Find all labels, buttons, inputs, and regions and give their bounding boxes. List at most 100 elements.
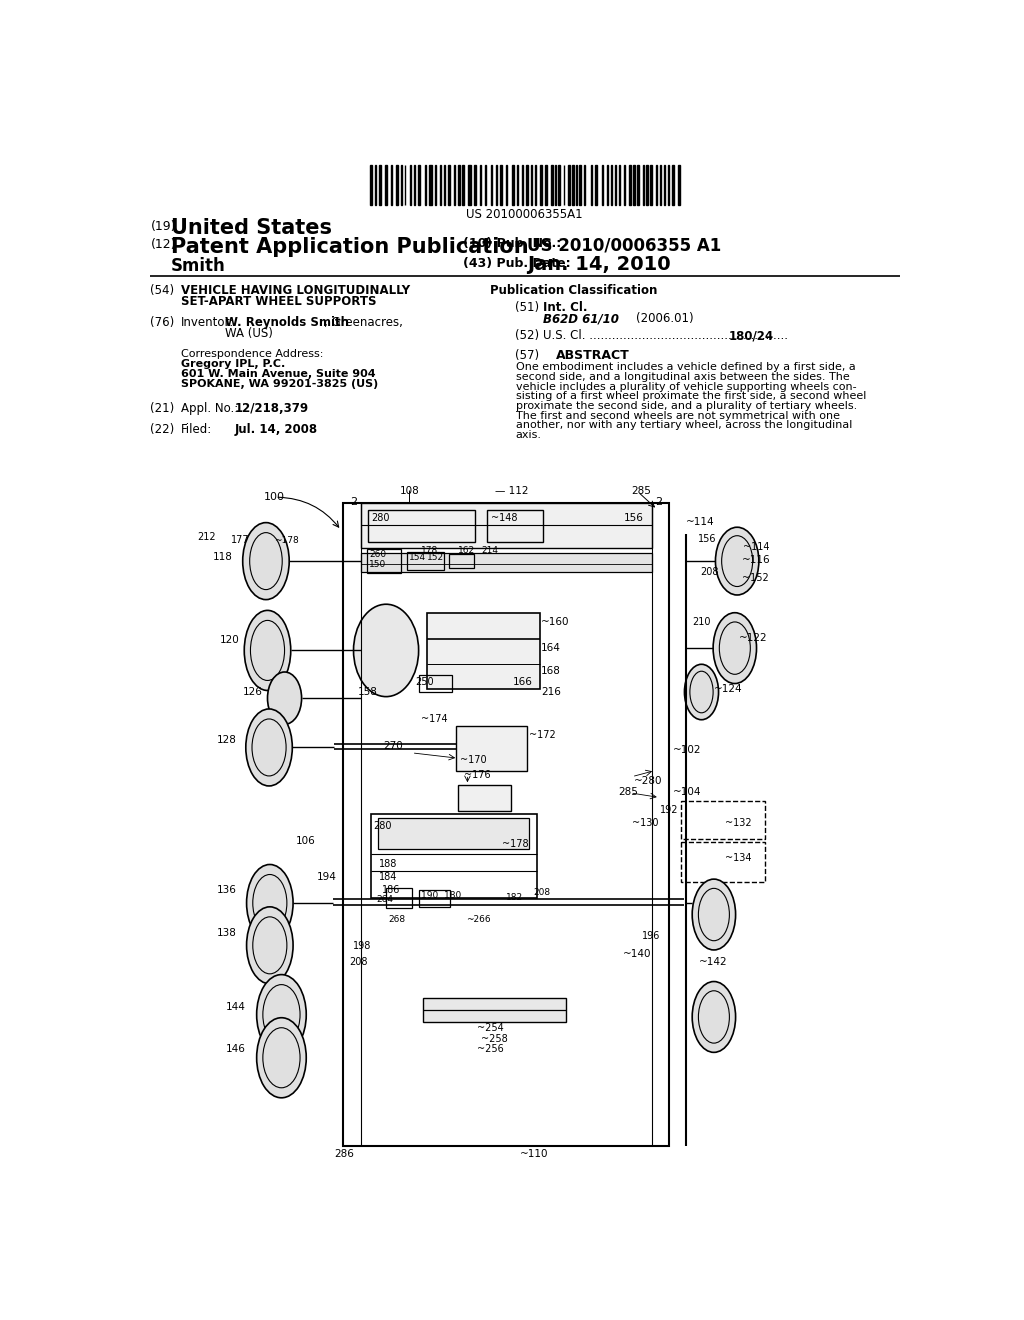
Text: ~170: ~170 (460, 755, 486, 766)
Text: (10) Pub. No.:: (10) Pub. No.: (463, 238, 561, 249)
Text: 164: 164 (541, 643, 561, 652)
Bar (429, 165, 432, 205)
Bar (601, 165, 603, 205)
Text: , Greenacres,: , Greenacres, (324, 317, 403, 329)
Text: 270: 270 (384, 742, 403, 751)
Text: (19): (19) (152, 220, 177, 234)
Text: 2: 2 (655, 498, 663, 507)
Text: 198: 198 (352, 941, 371, 952)
Text: 286: 286 (334, 1150, 354, 1159)
Text: ~140: ~140 (623, 949, 651, 960)
Text: 12/218,379: 12/218,379 (234, 401, 309, 414)
Text: another, nor with any tertiary wheel, across the longitudinal: another, nor with any tertiary wheel, ac… (515, 420, 852, 430)
Bar (637, 165, 639, 205)
Bar (551, 165, 553, 205)
Text: 106: 106 (295, 836, 315, 846)
Text: (54): (54) (150, 284, 174, 297)
Bar (385, 165, 387, 205)
Text: 154: 154 (409, 553, 426, 562)
Bar (591, 165, 592, 205)
Bar (650, 165, 652, 205)
Ellipse shape (692, 879, 735, 950)
Text: ~174: ~174 (421, 714, 447, 725)
Text: Filed:: Filed: (180, 424, 212, 437)
Text: 120: 120 (219, 635, 240, 645)
Text: ~114: ~114 (743, 543, 770, 552)
Text: 208: 208 (349, 957, 369, 966)
Bar (419, 890, 450, 907)
Text: 214: 214 (481, 545, 499, 554)
Bar (454, 165, 455, 205)
Text: 250: 250 (416, 677, 434, 686)
Text: 285: 285 (632, 487, 651, 496)
Text: 182: 182 (506, 892, 523, 902)
Text: ABSTRACT: ABSTRACT (556, 348, 630, 362)
Bar (568, 165, 569, 205)
Bar (462, 165, 464, 205)
Text: 601 W. Main Avenue, Suite 904: 601 W. Main Avenue, Suite 904 (180, 368, 376, 379)
Text: ~266: ~266 (466, 915, 490, 924)
Text: ~110: ~110 (520, 1150, 549, 1159)
Text: (22): (22) (150, 424, 174, 437)
Bar (360, 553, 652, 572)
Text: 136: 136 (217, 886, 237, 895)
Bar (418, 165, 420, 205)
Bar (449, 165, 450, 205)
Bar (584, 165, 586, 205)
Text: ~148: ~148 (490, 512, 517, 523)
Text: 166: 166 (512, 677, 532, 686)
Ellipse shape (247, 865, 293, 941)
Text: axis.: axis. (515, 430, 542, 440)
Text: ~102: ~102 (673, 744, 701, 755)
Bar (458, 165, 460, 205)
Ellipse shape (713, 612, 757, 684)
Text: Gregory IPL, P.C.: Gregory IPL, P.C. (180, 359, 285, 368)
Text: (2006.01): (2006.01) (636, 313, 693, 326)
Ellipse shape (692, 982, 735, 1052)
Text: ~122: ~122 (738, 632, 767, 643)
Text: ~178: ~178 (273, 536, 298, 545)
Text: ~152: ~152 (741, 573, 769, 582)
Text: Patent Application Publication: Patent Application Publication (171, 238, 528, 257)
Text: 196: 196 (642, 932, 660, 941)
Bar (500, 165, 503, 205)
Bar (456, 726, 527, 771)
Text: ~178: ~178 (503, 840, 529, 849)
Bar (678, 165, 680, 205)
Text: 280: 280 (372, 512, 390, 523)
Bar (458, 785, 511, 812)
Bar (370, 165, 372, 205)
Bar (435, 165, 436, 205)
Bar (633, 165, 635, 205)
Text: (51): (51) (515, 301, 540, 314)
Bar (572, 165, 573, 205)
Bar (474, 165, 476, 205)
Text: 158: 158 (357, 686, 377, 697)
Text: 152: 152 (427, 553, 444, 562)
Text: ~114: ~114 (686, 517, 715, 527)
Bar (371, 814, 538, 898)
Bar (540, 165, 542, 205)
Text: 126: 126 (243, 688, 262, 697)
Bar (449, 554, 474, 568)
Bar (595, 165, 597, 205)
Ellipse shape (353, 605, 419, 697)
Text: (43) Pub. Date:: (43) Pub. Date: (463, 257, 570, 271)
Text: — 112: — 112 (495, 487, 528, 496)
Text: ~134: ~134 (725, 853, 752, 863)
Text: ~130: ~130 (632, 818, 658, 828)
Text: VEHICLE HAVING LONGITUDINALLY: VEHICLE HAVING LONGITUDINALLY (180, 284, 410, 297)
Bar (386, 887, 413, 908)
Text: ~258: ~258 (481, 1034, 508, 1044)
Text: 168: 168 (541, 665, 561, 676)
Text: 280: 280 (373, 821, 391, 830)
Bar (486, 510, 543, 541)
Text: Publication Classification: Publication Classification (489, 284, 657, 297)
Text: The first and second wheels are not symmetrical with one: The first and second wheels are not symm… (515, 411, 840, 421)
Text: (21): (21) (150, 401, 174, 414)
Text: 186: 186 (382, 886, 400, 895)
Text: 210: 210 (692, 618, 711, 627)
Bar (512, 165, 514, 205)
Text: (57): (57) (515, 348, 540, 362)
Text: ~172: ~172 (529, 730, 556, 739)
